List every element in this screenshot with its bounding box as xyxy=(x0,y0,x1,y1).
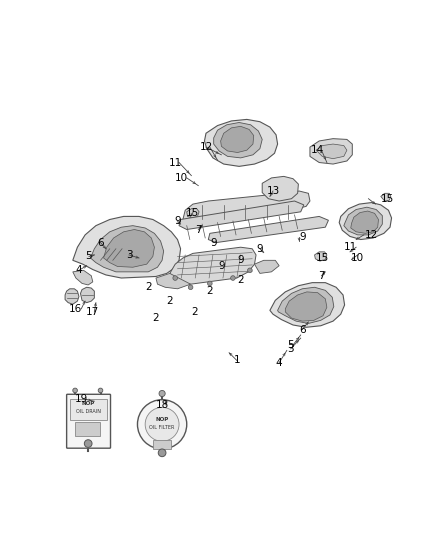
Text: 11: 11 xyxy=(169,158,182,167)
Circle shape xyxy=(98,388,103,393)
Text: 6: 6 xyxy=(299,325,306,335)
Text: 10: 10 xyxy=(351,253,364,263)
Text: 7: 7 xyxy=(195,224,201,235)
Circle shape xyxy=(158,449,166,457)
Text: 14: 14 xyxy=(311,145,324,155)
Circle shape xyxy=(145,407,179,441)
Bar xyxy=(70,399,107,421)
Text: 2: 2 xyxy=(166,296,173,306)
Circle shape xyxy=(73,388,78,393)
Text: OIL FILTER: OIL FILTER xyxy=(149,425,175,430)
Text: NOP: NOP xyxy=(155,417,169,422)
Polygon shape xyxy=(183,191,310,223)
Polygon shape xyxy=(221,126,254,152)
Text: 12: 12 xyxy=(365,230,378,240)
Polygon shape xyxy=(73,270,93,285)
Circle shape xyxy=(188,285,193,289)
Circle shape xyxy=(231,276,235,280)
Text: 19: 19 xyxy=(74,394,88,404)
Circle shape xyxy=(173,276,177,280)
Text: 2: 2 xyxy=(191,307,198,317)
Polygon shape xyxy=(278,287,334,324)
Polygon shape xyxy=(351,211,378,233)
Text: 2: 2 xyxy=(152,313,159,323)
Text: 15: 15 xyxy=(186,207,200,217)
Text: 12: 12 xyxy=(199,142,212,152)
Polygon shape xyxy=(205,119,278,166)
Polygon shape xyxy=(179,201,304,230)
Polygon shape xyxy=(65,289,79,304)
Text: 9: 9 xyxy=(218,262,225,271)
Polygon shape xyxy=(156,273,191,289)
Polygon shape xyxy=(187,209,199,218)
Polygon shape xyxy=(381,193,391,201)
Polygon shape xyxy=(310,139,352,164)
Text: 4: 4 xyxy=(76,265,82,276)
Text: 17: 17 xyxy=(85,307,99,317)
Text: 2: 2 xyxy=(207,286,213,296)
Text: 6: 6 xyxy=(97,238,104,248)
Bar xyxy=(153,440,171,449)
Text: 7: 7 xyxy=(318,271,325,281)
Polygon shape xyxy=(81,287,94,303)
Polygon shape xyxy=(214,123,262,158)
Circle shape xyxy=(208,281,212,286)
Polygon shape xyxy=(262,176,298,201)
Polygon shape xyxy=(73,216,180,278)
Text: 4: 4 xyxy=(276,358,283,368)
Circle shape xyxy=(247,268,252,273)
Text: 9: 9 xyxy=(210,238,217,248)
Text: 9: 9 xyxy=(299,232,306,242)
Text: 15: 15 xyxy=(380,193,394,204)
Polygon shape xyxy=(344,207,382,235)
Circle shape xyxy=(159,391,165,397)
Polygon shape xyxy=(91,225,164,272)
Text: 5: 5 xyxy=(287,340,294,350)
Text: 2: 2 xyxy=(145,282,152,292)
Polygon shape xyxy=(208,216,328,243)
Polygon shape xyxy=(316,144,347,159)
Text: 11: 11 xyxy=(343,242,357,252)
Polygon shape xyxy=(170,247,256,284)
Circle shape xyxy=(138,400,187,449)
Bar xyxy=(75,422,100,436)
Text: 16: 16 xyxy=(68,304,82,314)
Text: 15: 15 xyxy=(316,253,329,263)
Text: 2: 2 xyxy=(237,274,244,285)
Polygon shape xyxy=(285,292,327,321)
Text: 10: 10 xyxy=(175,173,188,183)
Circle shape xyxy=(85,440,92,447)
Text: 3: 3 xyxy=(126,250,132,260)
Polygon shape xyxy=(254,260,279,273)
Text: 1: 1 xyxy=(233,356,240,366)
Text: OIL DRAIN: OIL DRAIN xyxy=(76,409,101,414)
Text: 9: 9 xyxy=(257,244,263,254)
Text: 3: 3 xyxy=(287,344,294,354)
Text: 9: 9 xyxy=(237,255,244,265)
Polygon shape xyxy=(270,282,345,327)
Text: 9: 9 xyxy=(174,216,181,226)
Text: 5: 5 xyxy=(86,252,92,262)
Polygon shape xyxy=(339,203,392,239)
Polygon shape xyxy=(314,252,327,261)
Polygon shape xyxy=(103,230,155,267)
Text: 18: 18 xyxy=(155,400,169,410)
FancyBboxPatch shape xyxy=(67,394,110,448)
Text: 13: 13 xyxy=(266,186,279,196)
Text: NOP: NOP xyxy=(81,401,95,406)
